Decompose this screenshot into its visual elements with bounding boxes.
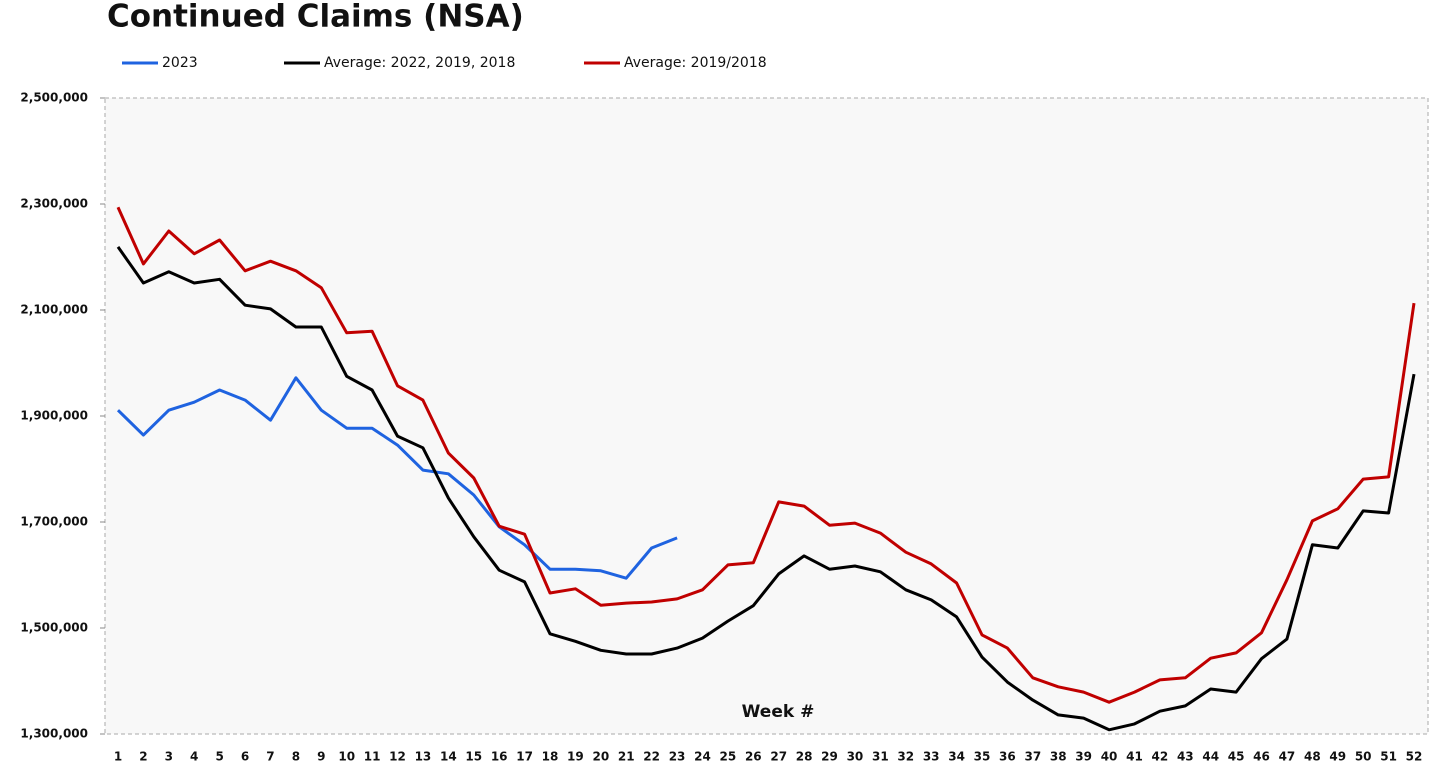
x-tick-label: 15 [465,750,482,764]
x-tick-label: 22 [643,750,660,764]
x-tick-label: 38 [1050,750,1067,764]
x-tick-label: 28 [796,750,813,764]
legend-label: Average: 2019/2018 [624,55,767,71]
x-tick-label: 43 [1177,750,1194,764]
x-tick-label: 1 [114,750,122,764]
x-tick-label: 6 [241,750,249,764]
series-line [116,246,1416,732]
x-tick-label: 33 [923,750,940,764]
y-tick-label: 1,300,000 [20,727,88,741]
x-tick-label: 12 [389,750,406,764]
x-tick-label: 49 [1329,750,1346,764]
x-tick-label: 52 [1406,750,1423,764]
x-tick-label: 50 [1355,750,1372,764]
x-tick-label: 32 [897,750,914,764]
legend-label: Average: 2022, 2019, 2018 [324,55,515,71]
x-tick-label: 34 [948,750,965,764]
legend-label: 2023 [162,55,198,71]
x-tick-label: 36 [999,750,1016,764]
x-tick-label: 20 [592,750,609,764]
y-tick-label: 1,500,000 [20,621,88,635]
x-tick-label: 47 [1279,750,1296,764]
x-tick-label: 14 [440,750,457,764]
x-tick-label: 2 [139,750,147,764]
x-tick-label: 17 [516,750,533,764]
x-tick-label: 31 [872,750,889,764]
x-tick-label: 24 [694,750,711,764]
x-tick-label: 19 [567,750,584,764]
x-tick-label: 8 [292,750,300,764]
x-tick-label: 27 [770,750,787,764]
x-tick-label: 30 [847,750,864,764]
x-axis-label: Week # [742,702,815,722]
x-tick-label: 25 [720,750,737,764]
x-tick-label: 23 [669,750,686,764]
x-tick-label: 16 [491,750,508,764]
x-tick-label: 11 [364,750,381,764]
y-tick-label: 2,500,000 [20,91,88,105]
plot-area [104,97,1429,735]
x-tick-label: 10 [338,750,355,764]
y-tick-label: 2,100,000 [20,303,88,317]
x-tick-label: 4 [190,750,198,764]
chart-title: Continued Claims (NSA) [107,0,524,35]
x-tick-label: 7 [266,750,274,764]
x-tick-label: 18 [542,750,559,764]
x-tick-label: 26 [745,750,762,764]
series-line [116,376,678,580]
x-tick-label: 3 [165,750,173,764]
x-tick-label: 45 [1228,750,1245,764]
x-tick-label: 40 [1101,750,1118,764]
x-tick-label: 48 [1304,750,1321,764]
y-tick-label: 2,300,000 [20,197,88,211]
x-tick-label: 39 [1075,750,1092,764]
x-tick-label: 35 [974,750,991,764]
x-tick-label: 46 [1253,750,1270,764]
x-tick-label: 51 [1380,750,1397,764]
y-tick-label: 1,900,000 [20,409,88,423]
x-tick-label: 44 [1202,750,1219,764]
x-tick-label: 9 [317,750,325,764]
x-tick-label: 42 [1152,750,1169,764]
series-line [116,206,1416,704]
x-tick-label: 29 [821,750,838,764]
x-tick-label: 41 [1126,750,1143,764]
x-tick-label: 37 [1024,750,1041,764]
y-tick-label: 1,700,000 [20,515,88,529]
x-tick-label: 13 [415,750,432,764]
x-tick-label: 21 [618,750,635,764]
x-tick-label: 5 [215,750,223,764]
